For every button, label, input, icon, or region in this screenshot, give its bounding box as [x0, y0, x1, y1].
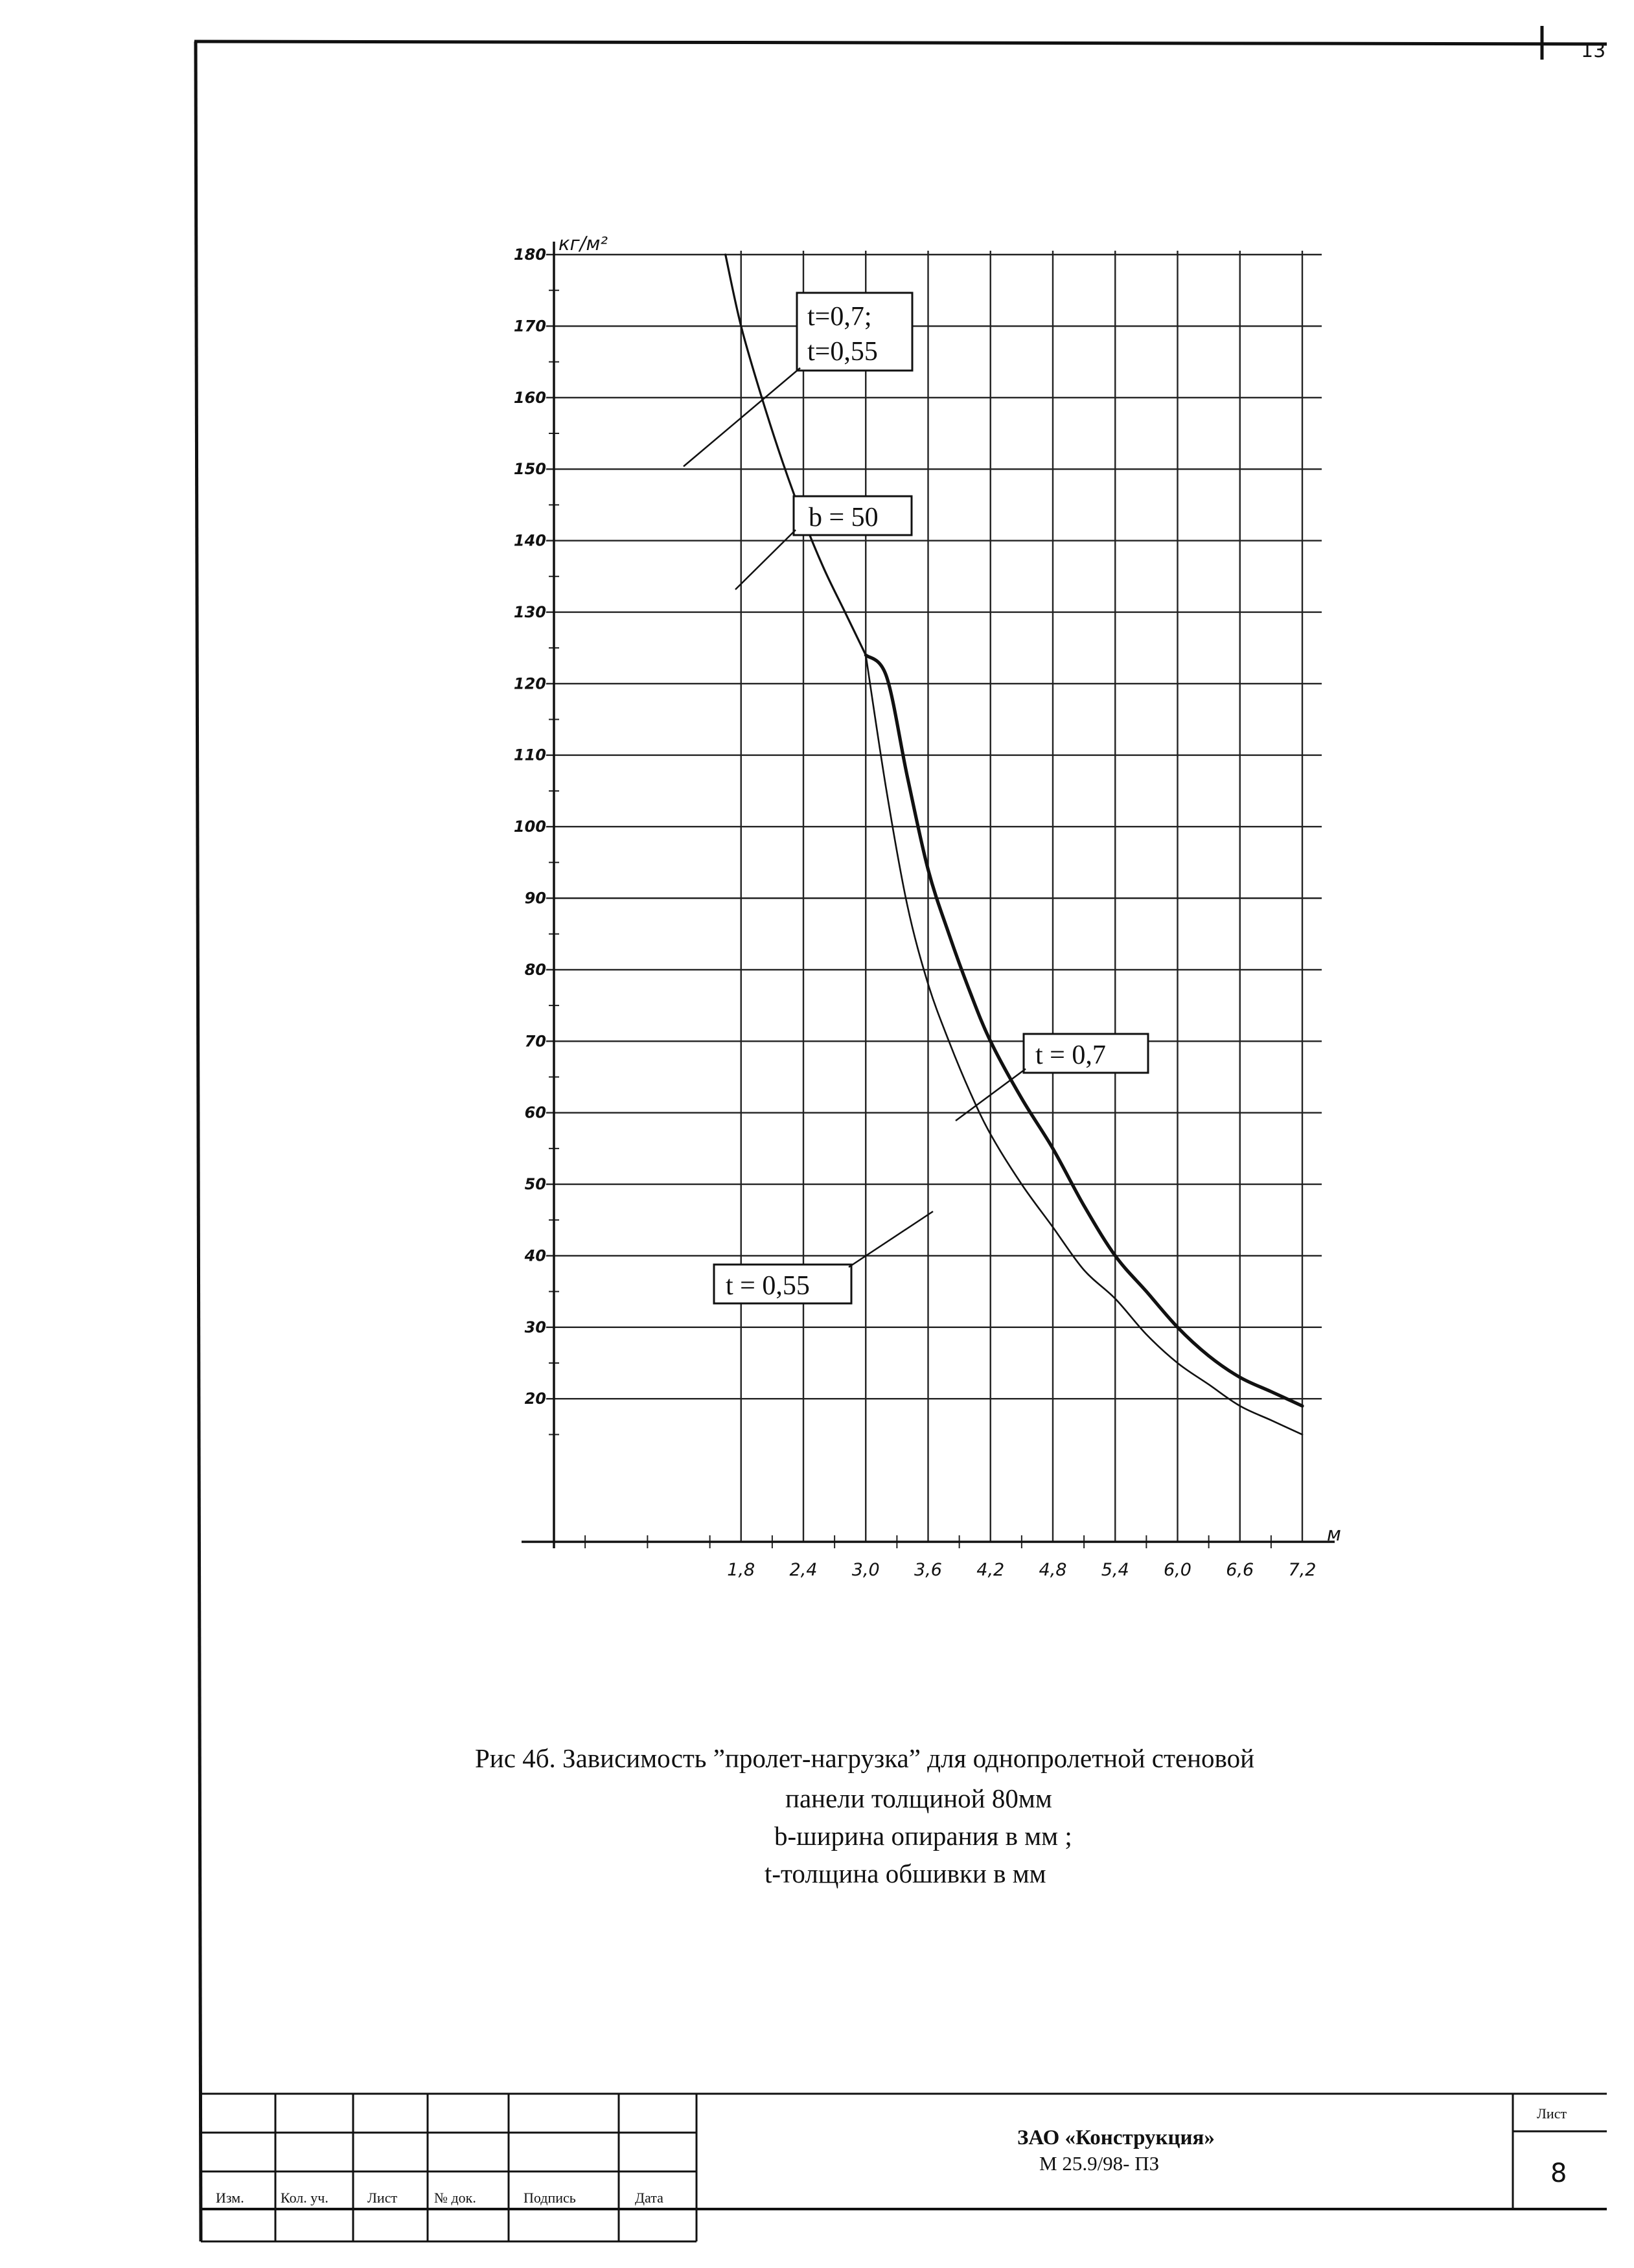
- caption-line-4: t-толщина обшивки в мм: [765, 1859, 1046, 1888]
- y-tick-label-20: 20: [525, 1390, 546, 1408]
- y-tick-label-40: 40: [524, 1246, 546, 1265]
- stamp-col-list: Лист: [367, 2190, 397, 2206]
- y-tick-label-50: 50: [525, 1175, 546, 1193]
- stamp-col-doc-no: № док.: [434, 2190, 476, 2206]
- title-block: Изм. Кол. уч. Лист № док. Подпись Дата З…: [201, 2092, 1607, 2243]
- y-tick-label-80: 80: [525, 961, 546, 979]
- y-tick-label-140: 140: [514, 532, 546, 550]
- x-tick-label-6,6: 6,6: [1226, 1560, 1254, 1580]
- caption-line-2: панели толщиной 80мм: [785, 1783, 1052, 1813]
- svg-text:b = 50: b = 50: [809, 503, 879, 533]
- y-tick-label-120: 120: [514, 674, 546, 693]
- callout-t07-t055-common: t=0,7; t=0,55: [683, 292, 914, 467]
- y-tick-labels: 20 30 40 50 60 70 80 90 100 110 120 130 140 150 160 170…: [514, 246, 546, 1408]
- y-tick-label-110: 110: [514, 746, 546, 764]
- x-tick-label-5,4: 5,4: [1101, 1560, 1129, 1580]
- stamp-sheet-number: 8: [1550, 2159, 1567, 2188]
- x-tick-label-6,0: 6,0: [1164, 1560, 1191, 1580]
- y-tick-label-160: 160: [514, 389, 546, 407]
- series-line-t07: [864, 653, 1304, 1408]
- svg-text:t=0,55: t=0,55: [807, 337, 878, 367]
- y-tick-label-30: 30: [525, 1318, 546, 1336]
- stamp-organization: ЗАО «Конструкция»: [1017, 2126, 1215, 2149]
- caption-line-3: b-ширина опирания в мм ;: [774, 1821, 1072, 1851]
- x-tick-labels: 1,8 2,4 3,0 3,6 4,2 4,8 5,4 6,0 6,6 7,2: [727, 1560, 1316, 1580]
- x-tick-label-4,2: 4,2: [976, 1560, 1004, 1580]
- stamp-document-code: М 25.9/98- ПЗ: [1039, 2152, 1159, 2175]
- stamp-col-kol-uch: Кол. уч.: [281, 2190, 328, 2206]
- series-line-t055: [865, 654, 1304, 1436]
- stamp-col-date: Дата: [635, 2190, 663, 2206]
- stamp-col-signature: Подпись: [524, 2190, 576, 2206]
- x-tick-label-2,4: 2,4: [790, 1560, 818, 1580]
- chart-axes: [522, 242, 1335, 1548]
- callout-t07: t = 0,7: [955, 1033, 1149, 1122]
- y-tick-label-90: 90: [525, 889, 546, 908]
- y-tick-label-180: 180: [514, 246, 546, 264]
- x-tick-label-7,2: 7,2: [1289, 1560, 1317, 1580]
- figure-caption: Рис 4б. Зависимость ”пролет-нагрузка” дл…: [475, 1743, 1254, 1888]
- x-tick-label-3,6: 3,6: [914, 1560, 942, 1580]
- y-tick-label-150: 150: [514, 460, 546, 478]
- y-tick-label-60: 60: [525, 1104, 546, 1122]
- x-tick-label-1,8: 1,8: [727, 1560, 755, 1580]
- caption-line-1: Рис 4б. Зависимость ”пролет-нагрузка” дл…: [475, 1743, 1254, 1773]
- y-axis-unit-label: кг/м²: [558, 233, 608, 255]
- svg-text:t = 0,7: t = 0,7: [1035, 1040, 1106, 1070]
- x-tick-label-4,8: 4,8: [1039, 1560, 1067, 1580]
- sheet-frame: [194, 26, 1607, 2242]
- x-axis-unit-label: м: [1327, 1523, 1341, 1545]
- y-tick-label-70: 70: [525, 1032, 546, 1050]
- svg-text:t=0,7;: t=0,7;: [807, 302, 872, 332]
- y-tick-label-130: 130: [514, 603, 546, 621]
- corner-page-number: 13: [1581, 40, 1605, 62]
- stamp-sheet-label: Лист: [1537, 2105, 1567, 2122]
- callout-t055: t = 0,55: [713, 1210, 934, 1305]
- series-line-common: [724, 253, 867, 656]
- svg-text:t = 0,55: t = 0,55: [726, 1271, 810, 1301]
- y-tick-label-170: 170: [514, 317, 546, 335]
- span-load-chart: 20 30 40 50 60 70 80 90 100 110 120 130 140 150 160 170…: [514, 233, 1341, 1580]
- callout-b50: b = 50: [735, 495, 913, 590]
- x-tick-label-3,0: 3,0: [852, 1560, 880, 1580]
- y-tick-label-100: 100: [514, 818, 546, 836]
- chart-series: [724, 253, 1304, 1436]
- stamp-col-izm: Изм.: [216, 2190, 244, 2206]
